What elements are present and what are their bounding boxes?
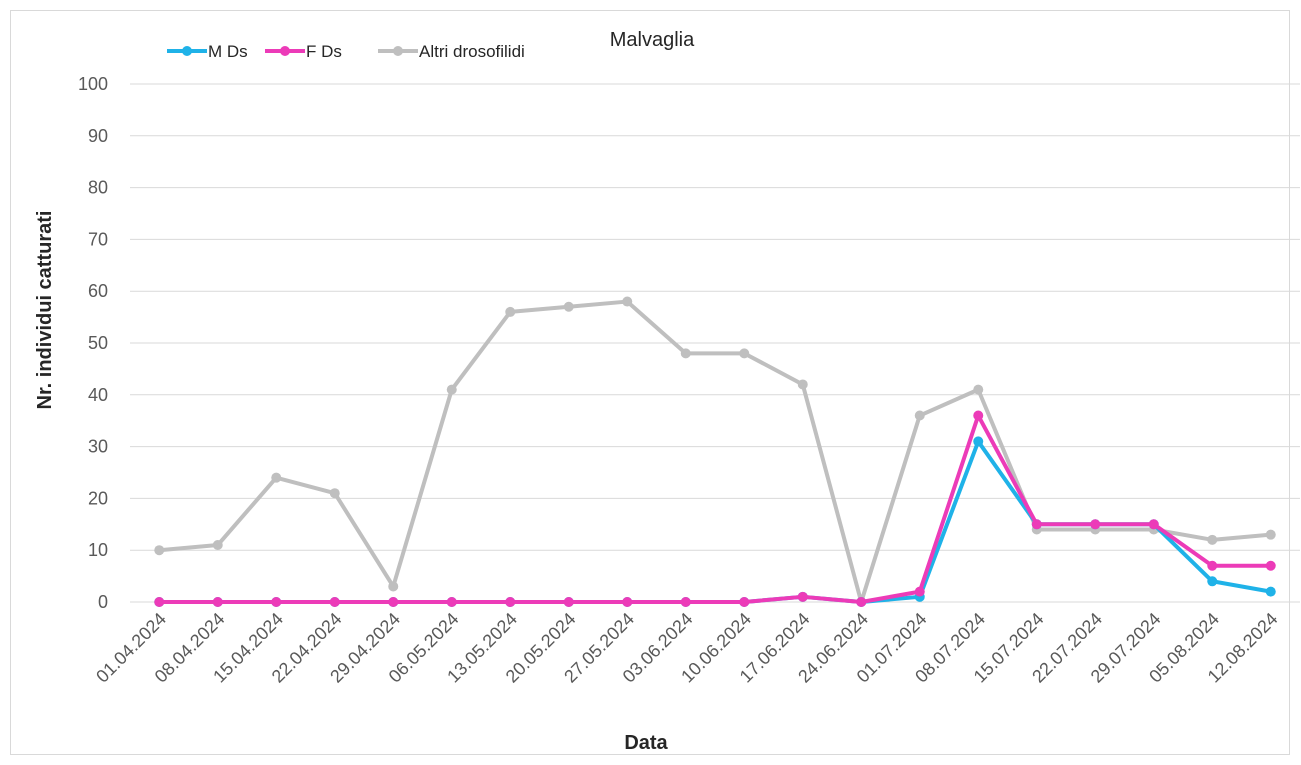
data-point (1207, 534, 1218, 545)
series-f-ds (154, 410, 1276, 607)
gridlines (130, 83, 1300, 603)
data-point (446, 384, 457, 395)
y-tick-label: 10 (88, 540, 108, 560)
legend-swatch-marker (393, 46, 403, 56)
data-point (680, 348, 691, 359)
series-line (159, 439, 1272, 604)
legend-label: M Ds (208, 42, 248, 61)
y-axis-ticks: 0 10 20 30 40 50 60 70 80 90 100 (78, 74, 108, 612)
data-point (1207, 576, 1218, 587)
data-point (1148, 519, 1159, 530)
data-point (914, 586, 925, 597)
y-tick-label: 80 (88, 178, 108, 198)
legend-label: F Ds (306, 42, 342, 61)
data-point (797, 591, 808, 602)
data-point (388, 597, 399, 607)
x-axis-ticks: 01.04.202408.04.202415.04.202422.04.2024… (92, 609, 1281, 687)
data-point (212, 597, 223, 607)
data-point (154, 597, 165, 607)
data-point (973, 410, 984, 421)
legend-item: M Ds (167, 42, 248, 61)
data-point (329, 488, 340, 499)
y-axis-title: Nr. individui catturati (34, 211, 56, 410)
data-point (914, 410, 925, 421)
legend-item: Altri drosofilidi (378, 42, 525, 61)
data-point (856, 597, 867, 607)
y-tick-label: 100 (78, 74, 108, 94)
data-point (212, 540, 223, 551)
series-line (159, 413, 1271, 604)
data-point (388, 581, 399, 592)
data-point (505, 306, 516, 317)
legend-swatch-marker (280, 46, 290, 56)
data-point (505, 597, 516, 607)
data-point (563, 301, 574, 312)
data-point (1031, 519, 1042, 530)
legend-item: F Ds (265, 42, 342, 61)
x-axis-title: Data (624, 732, 668, 754)
data-point (739, 597, 750, 607)
series-layer (154, 296, 1276, 607)
data-point (797, 379, 808, 390)
data-point (446, 597, 457, 607)
y-tick-label: 30 (88, 437, 108, 457)
data-point (271, 472, 282, 483)
legend-label: Altri drosofilidi (419, 42, 525, 61)
legend: M Ds F Ds Altri drosofilidi (167, 42, 525, 61)
y-tick-label: 0 (98, 592, 108, 612)
chart-frame (10, 10, 1290, 755)
data-point (1265, 560, 1276, 571)
data-point (329, 597, 340, 607)
data-point (622, 296, 633, 307)
data-point (973, 436, 984, 447)
data-point (271, 597, 282, 607)
series-line (159, 299, 1271, 604)
data-point (1090, 519, 1101, 530)
legend-swatch-marker (182, 46, 192, 56)
chart-title: Malvaglia (610, 29, 695, 51)
data-point (680, 597, 691, 607)
y-tick-label: 90 (88, 126, 108, 146)
data-point (973, 384, 984, 395)
data-point (1265, 586, 1276, 597)
series-m-ds (154, 436, 1276, 607)
data-point (154, 545, 165, 556)
data-point (1265, 529, 1276, 540)
data-point (622, 597, 633, 607)
data-point (739, 348, 750, 359)
y-tick-label: 50 (88, 333, 108, 353)
data-point (1207, 560, 1218, 571)
y-tick-label: 60 (88, 281, 108, 301)
y-tick-label: 20 (88, 488, 108, 508)
data-point (563, 597, 574, 607)
y-tick-label: 70 (88, 229, 108, 249)
y-tick-label: 40 (88, 385, 108, 405)
